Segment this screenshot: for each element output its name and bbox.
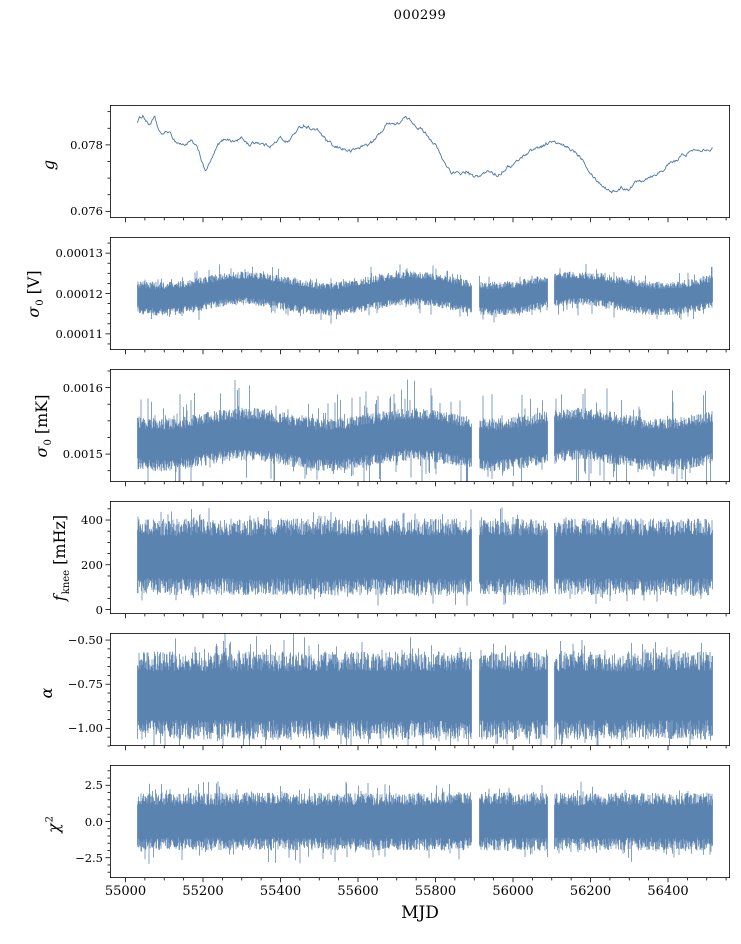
- y-tick-label: −2.5: [75, 850, 103, 865]
- y-axis-label-fknee: fknee [mHz]: [50, 514, 72, 600]
- panel-chi2: χ2 −2.5 0.0 2.5: [0, 765, 741, 884]
- panel-sigma0-volts: σ0 [V] 0.00011 0.00012 0.00013: [0, 237, 741, 356]
- y-tick-label: −1.00: [67, 721, 103, 736]
- x-tick-label: 55200: [182, 884, 224, 899]
- y-label-symbol: g: [38, 159, 58, 170]
- panel-alpha: α −1.00 −0.75 −0.50: [0, 633, 741, 752]
- plot-canvas-chi2: [0, 765, 741, 884]
- panel-sigma0-millikelvin: σ0 [mK] 0.0015 0.0016: [0, 369, 741, 488]
- y-tick-label: 0.00011: [55, 326, 103, 341]
- panel-g: g 0.076 0.078: [0, 105, 741, 224]
- plot-canvas-sigma0-millikelvin: [0, 369, 741, 488]
- y-tick-label: 0.00012: [55, 286, 103, 301]
- y-label-symbol: σ: [24, 306, 44, 318]
- y-tick-label: 0.0015: [62, 447, 103, 462]
- y-tick-label: 0.078: [70, 137, 103, 152]
- y-axis-label-alpha: α: [37, 681, 59, 698]
- y-label-subscript: 0: [42, 438, 54, 446]
- y-label-symbol: α: [36, 687, 56, 698]
- y-label-unit: [mK]: [31, 394, 51, 434]
- plot-canvas-fknee: [0, 501, 741, 620]
- plot-canvas-sigma0-volts: [0, 237, 741, 356]
- y-tick-label: −0.75: [67, 677, 103, 692]
- x-tick-label: 55400: [259, 884, 302, 899]
- x-tick-label: 55600: [337, 884, 379, 899]
- y-tick-label: 200: [81, 557, 103, 572]
- y-label-unit: [V]: [24, 269, 44, 294]
- y-axis-label-g: g: [39, 153, 61, 169]
- plot-canvas-alpha: [0, 633, 741, 752]
- y-label-subscript: 0: [35, 298, 47, 306]
- y-tick-label: 0.00013: [55, 246, 103, 261]
- y-label-unit: [mHz]: [49, 514, 69, 565]
- plot-canvas-g: [0, 105, 741, 224]
- y-label-symbol: f: [49, 594, 69, 601]
- y-label-subscript: knee: [61, 569, 73, 594]
- y-axis-label-sigma0-volts: σ0 [V]: [24, 270, 46, 317]
- x-tick-label: 56400: [647, 884, 689, 899]
- y-tick-label: 0: [95, 602, 103, 617]
- y-label-symbol: χ: [43, 822, 63, 833]
- y-tick-label: 0.0016: [62, 380, 103, 395]
- panel-fknee: fknee [mHz] 0 200 400: [0, 501, 741, 620]
- x-tick-label: 56200: [569, 884, 612, 899]
- x-tick-label: 56000: [492, 884, 534, 899]
- y-tick-label: 0.076: [70, 204, 103, 219]
- y-axis-label-sigma0-millikelvin: σ0 [mK]: [32, 394, 54, 457]
- x-tick-label: 55800: [414, 884, 457, 899]
- x-tick-label: 55000: [104, 884, 147, 899]
- y-tick-label: 2.5: [84, 778, 103, 793]
- y-tick-label: 0.0: [84, 814, 103, 829]
- x-axis-label: MJD: [401, 903, 439, 923]
- y-axis-label-chi2: χ2: [44, 810, 66, 832]
- y-label-symbol: σ: [31, 446, 51, 457]
- figure-title: 000299: [393, 8, 447, 23]
- y-tick-label: −0.50: [67, 633, 103, 648]
- y-tick-label: 400: [81, 513, 103, 528]
- y-label-superscript: 2: [44, 815, 56, 822]
